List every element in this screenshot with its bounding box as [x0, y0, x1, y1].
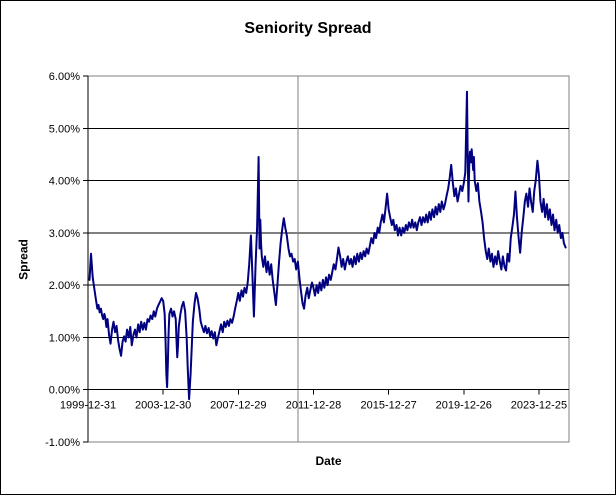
- series-line-spread: [88, 90, 567, 401]
- y-tick-label: 3.00%: [49, 228, 80, 240]
- y-tick-label: 4.00%: [49, 176, 80, 188]
- x-tick-label: 2007-12-29: [210, 400, 266, 412]
- y-tick-label: 2.00%: [49, 280, 80, 292]
- y-tick-label: 5.00%: [49, 123, 80, 135]
- chart-title: Seniority Spread: [244, 20, 372, 37]
- x-tick-label: 2015-12-27: [360, 400, 416, 412]
- y-tick-label: 1.00%: [49, 332, 80, 344]
- x-tick-label: 1999-12-31: [60, 400, 116, 412]
- y-tick-label: -1.00%: [45, 437, 80, 449]
- x-axis-title: Date: [315, 454, 342, 468]
- x-tick-label: 2011-12-28: [286, 400, 341, 412]
- x-tick-label: 2019-12-26: [436, 400, 492, 412]
- y-tick-label: 6.00%: [49, 71, 80, 83]
- x-tick-label: 2023-12-25: [511, 400, 567, 412]
- y-tick-label: 0.00%: [49, 385, 80, 397]
- x-tick-label: 2003-12-30: [135, 400, 191, 412]
